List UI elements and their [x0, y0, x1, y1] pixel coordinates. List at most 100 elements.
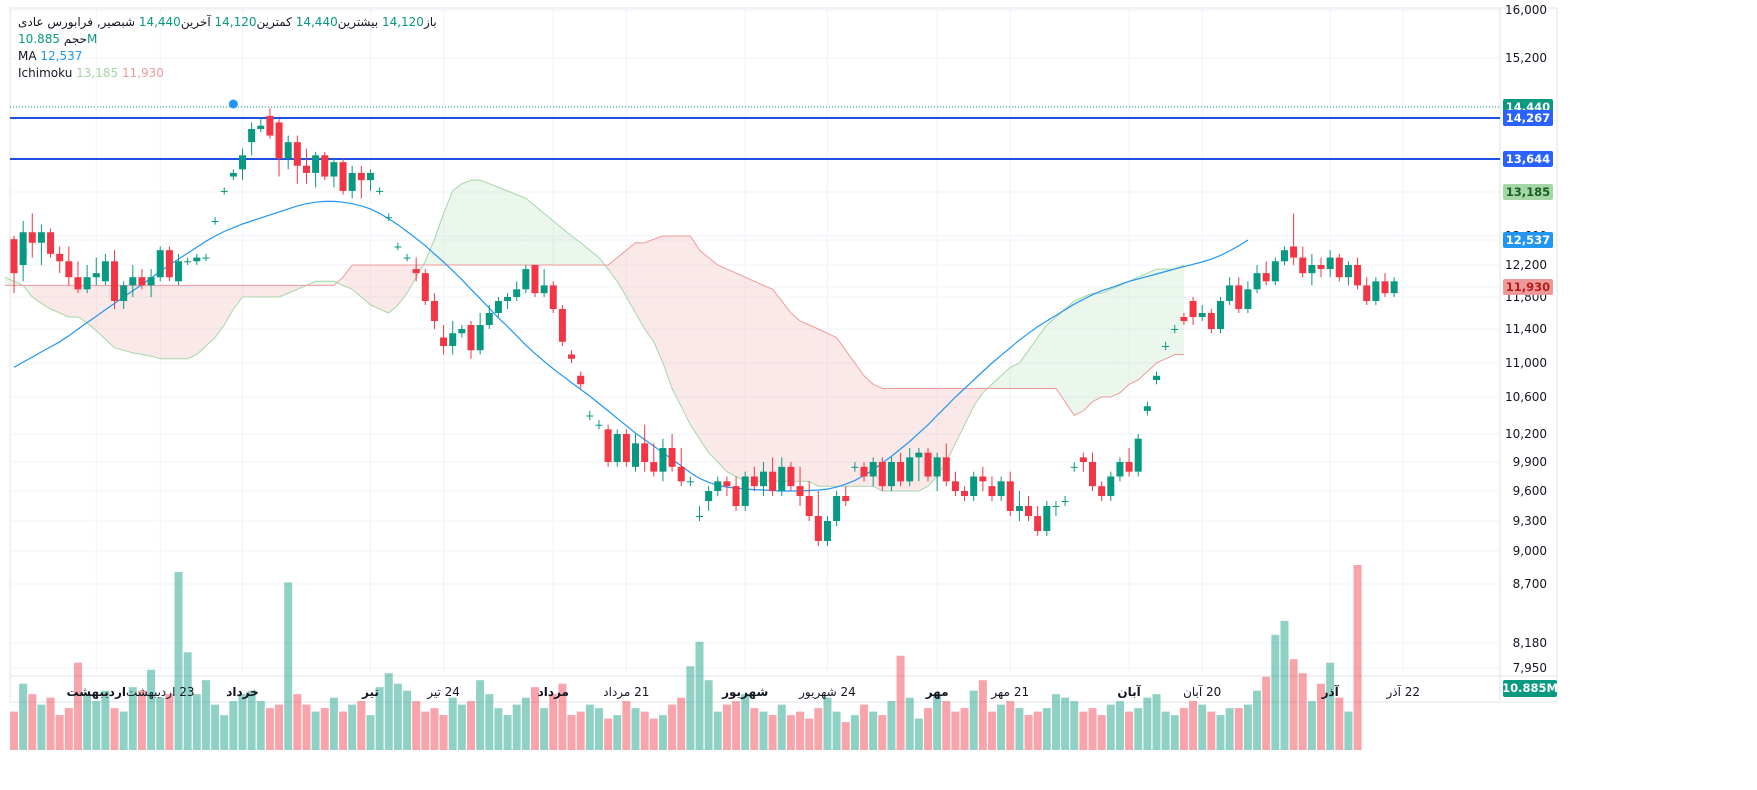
volume-row[interactable]: حجم 10.885M [18, 31, 437, 48]
cloud-segment [1065, 301, 1075, 416]
volume-label: حجم [63, 32, 87, 46]
volume-bar [1243, 704, 1252, 750]
candle-body [28, 232, 36, 243]
candle-body [933, 457, 941, 477]
candle-body [513, 289, 521, 297]
candle-body [1390, 281, 1398, 294]
cloud-segment [681, 236, 691, 425]
horizontal-lines[interactable] [10, 106, 1500, 160]
volume-bar [238, 694, 247, 750]
cloud-segment [589, 250, 599, 265]
volume-bar [750, 708, 759, 750]
time-axis[interactable]: اردیبهشت 23 اردیبهشت خرداد تیر 24 تیر مرداد 21… [67, 684, 1421, 700]
volume-bar [640, 711, 649, 750]
volume-bar [147, 669, 156, 750]
volume-bar [1106, 704, 1115, 750]
candle-body [1052, 506, 1060, 507]
time-tick-label: 21 مرداد [603, 685, 649, 700]
cloud-segment [644, 239, 654, 342]
time-tick-label: 24 تیر [426, 685, 460, 700]
candle-body [56, 253, 64, 262]
candle-body [467, 325, 475, 351]
volume-bar [137, 690, 146, 750]
candle-body [412, 269, 420, 274]
volume-bar [969, 690, 978, 750]
candle-body [869, 462, 877, 477]
volume-bars [10, 565, 1362, 750]
cloud-segment [1055, 309, 1066, 402]
candle-body [485, 313, 493, 325]
candle-body [65, 261, 73, 278]
candle-body [202, 257, 210, 259]
chart-frame [9, 7, 1558, 703]
volume-bar [375, 687, 384, 750]
candle-body [348, 172, 356, 191]
cloud-segment [77, 285, 88, 323]
volume-bar [914, 718, 923, 750]
volume-bar [37, 704, 46, 750]
cloud-segment [973, 388, 983, 407]
candle-body [1116, 462, 1124, 477]
volume-bar [421, 711, 430, 750]
candle-body [1253, 273, 1261, 290]
candle-body [860, 466, 868, 477]
volume-bar [1161, 711, 1170, 750]
candle-body [248, 128, 256, 143]
price-tick-label: 7,950 [1513, 661, 1547, 675]
candle-body [897, 462, 905, 482]
event-marker-icon[interactable] [228, 99, 238, 109]
volume-bar [1225, 708, 1234, 750]
candle-body [714, 481, 722, 491]
time-tick-label: مهر [925, 685, 949, 699]
time-tick-label: 24 شهریور [798, 685, 856, 700]
symbol-name[interactable]: شبصیر, فرابورس عادی [18, 15, 135, 29]
volume-bar [183, 652, 192, 750]
cloud-segment [480, 180, 490, 265]
volume-bar [1125, 711, 1134, 750]
ichimoku-row[interactable]: Ichimoku 13,185 11,930 [18, 65, 437, 82]
cloud-segment [379, 265, 389, 313]
cloud-segment [809, 325, 819, 487]
volume-bar [1317, 683, 1326, 750]
cloud-segment [1083, 293, 1093, 411]
volume-bar [1307, 701, 1316, 750]
cloud-segment [772, 289, 782, 482]
candle-body [1363, 285, 1371, 301]
volume-bar [521, 697, 530, 750]
volume-bar [220, 715, 229, 750]
candle-body [403, 257, 411, 259]
candle-body [558, 309, 566, 342]
volume-bar [55, 715, 64, 750]
candle-body [842, 496, 850, 501]
cloud-segment [544, 213, 554, 265]
volume-bar [275, 704, 284, 750]
price-axis[interactable]: 16,00015,20012,60012,20011,80011,40011,0… [1502, 3, 1558, 697]
time-tick-label: 22 آذر [1385, 684, 1420, 700]
close-label: آخرین [180, 15, 211, 29]
ma-row[interactable]: MA 12,537 [18, 48, 437, 65]
volume-bar [1015, 708, 1024, 750]
volume-bar [869, 711, 878, 750]
volume-bar [951, 711, 960, 750]
cloud-segment [132, 285, 142, 355]
cloud-segment [1110, 285, 1120, 397]
candle-body [184, 261, 192, 263]
volume-bar [311, 711, 320, 750]
volume-bar [741, 694, 750, 750]
candle-body [1061, 501, 1069, 502]
close-value: 14,440 [138, 15, 181, 29]
candle-body [1372, 281, 1380, 301]
cloud-segment [964, 388, 974, 425]
cloud-segment [745, 277, 755, 482]
cloud-segment [169, 285, 179, 359]
volume-bar [119, 711, 128, 750]
volume-bar [649, 718, 658, 750]
price-badge-label: 13,644 [1506, 152, 1550, 166]
volume-bar [713, 711, 722, 750]
cloud-segment [1119, 281, 1130, 393]
volume-bar [1152, 694, 1161, 750]
cloud-segment [617, 250, 627, 297]
candle-body [723, 481, 731, 487]
volume-bar [658, 715, 667, 750]
